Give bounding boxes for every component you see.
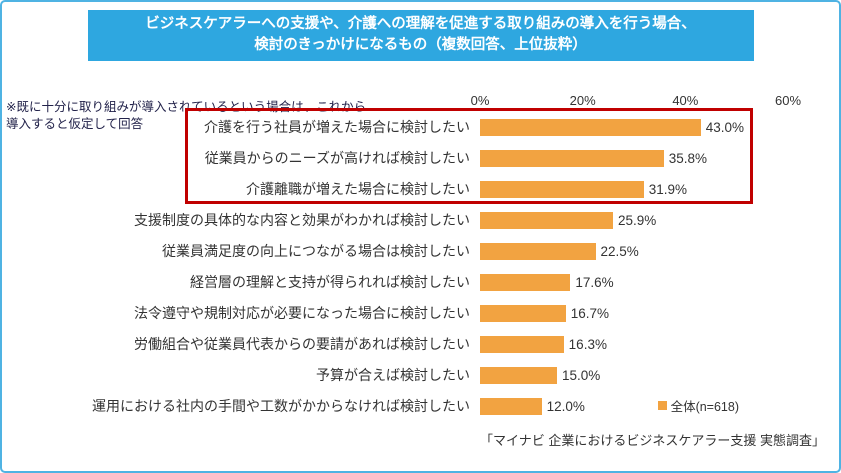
source-text: 「マイナビ 企業におけるビジネスケアラー支援 実態調査」 [480, 432, 825, 448]
bar [480, 118, 701, 136]
chart-row: 運用における社内の手間や工数がかからなければ検討したい 12.0% [12, 391, 829, 422]
category-label: 介護を行う社員が増えた場合に検討したい [204, 119, 470, 136]
chart-row: 経営層の理解と支持が得られれば検討したい 17.6% [12, 267, 829, 298]
category-label: 従業員からのニーズが高ければ検討したい [204, 150, 470, 167]
value-label: 35.8% [668, 150, 708, 166]
bar-track: 43.0% [480, 118, 788, 136]
category-label: 経営層の理解と支持が得られれば検討したい [190, 274, 470, 291]
bar [480, 397, 542, 415]
chart-row: 労働組合や従業員代表からの要請があれば検討したい 16.3% [12, 329, 829, 360]
axis-row: 0% 20% 40% 60% [12, 93, 829, 110]
chart-title-line2: 検討のきっかけになるもの（複数回答、上位抜粋） [254, 37, 587, 54]
bar-chart: 全体(n=618) 介護を行う社員が増えた場合に検討したい 43.0% 従業員からの… [12, 107, 829, 422]
chart-row: 法令遵守や規制対応が必要になった場合に検討したい 16.7% [12, 298, 829, 329]
value-label: 43.0% [705, 119, 744, 135]
bar-track: 12.0% [480, 397, 788, 415]
x-axis: 0% 20% 40% 60% [471, 92, 801, 110]
axis-tick-label: 20% [569, 92, 596, 108]
bar-track: 25.9% [480, 211, 788, 229]
bar [480, 149, 664, 167]
category-label: 支援制度の具体的な内容と効果がわかれば検討したい [134, 212, 470, 229]
bar [480, 180, 644, 198]
value-label: 16.7% [570, 305, 609, 321]
bar-track: 16.3% [480, 335, 788, 353]
bar [480, 273, 571, 291]
bar-track: 35.8% [480, 149, 788, 167]
value-label: 25.9% [617, 212, 657, 228]
bar [480, 211, 613, 229]
category-label: 運用における社内の手間や工数がかからなければ検討したい [92, 398, 470, 415]
axis-tick-label: 0% [470, 92, 490, 108]
bar-track: 31.9% [480, 180, 788, 198]
legend: 全体(n=618) [657, 396, 739, 415]
legend-label: 全体(n=618) [670, 399, 739, 414]
value-label: 31.9% [648, 181, 688, 197]
legend-swatch-icon [657, 400, 667, 410]
bar-track: 15.0% [480, 366, 788, 384]
category-label: 介護離職が増えた場合に検討したい [246, 181, 470, 198]
chart-row: 介護離職が増えた場合に検討したい 31.9% [12, 174, 829, 205]
value-label: 17.6% [575, 274, 614, 290]
chart-row: 従業員満足度の向上につながる場合は検討したい 22.5% [12, 236, 829, 267]
category-label: 労働組合や従業員代表からの要請があれば検討したい [134, 336, 470, 353]
chart-row: 支援制度の具体的な内容と効果がわかれば検討したい 25.9% [12, 205, 829, 236]
value-label: 22.5% [600, 243, 639, 259]
value-label: 16.3% [568, 336, 607, 352]
chart-title: ビジネスケアラーへの支援や、介護への理解を促進する取り組みの導入を行う場合、 検… [87, 10, 754, 61]
axis-tick-label: 60% [774, 92, 802, 108]
value-label: 15.0% [562, 367, 601, 383]
bar [480, 304, 566, 322]
chart-row: 介護を行う社員が増えた場合に検討したい 43.0% [12, 112, 829, 143]
axis-tick-label: 40% [672, 92, 699, 108]
chart-row: 従業員からのニーズが高ければ検討したい 35.8% [12, 143, 829, 174]
bar-track: 17.6% [480, 273, 788, 291]
chart-body: ※既に十分に取り組みが導入されているという場合は、これから導入すると仮定して回答… [2, 93, 839, 449]
category-label: 従業員満足度の向上につながる場合は検討したい [162, 243, 470, 260]
category-label: 法令遵守や規制対応が必要になった場合に検討したい [134, 305, 470, 322]
bar [480, 335, 564, 353]
bar-track: 22.5% [480, 242, 788, 260]
chart-title-line1: ビジネスケアラーへの支援や、介護への理解を促進する取り組みの導入を行う場合、 [145, 16, 696, 32]
chart-row: 予算が合えば検討したい 15.0% [12, 360, 829, 391]
bar [480, 242, 596, 260]
bar [480, 366, 557, 384]
category-label: 予算が合えば検討したい [316, 367, 470, 384]
bar-track: 16.7% [480, 304, 788, 322]
value-label: 12.0% [546, 398, 585, 414]
